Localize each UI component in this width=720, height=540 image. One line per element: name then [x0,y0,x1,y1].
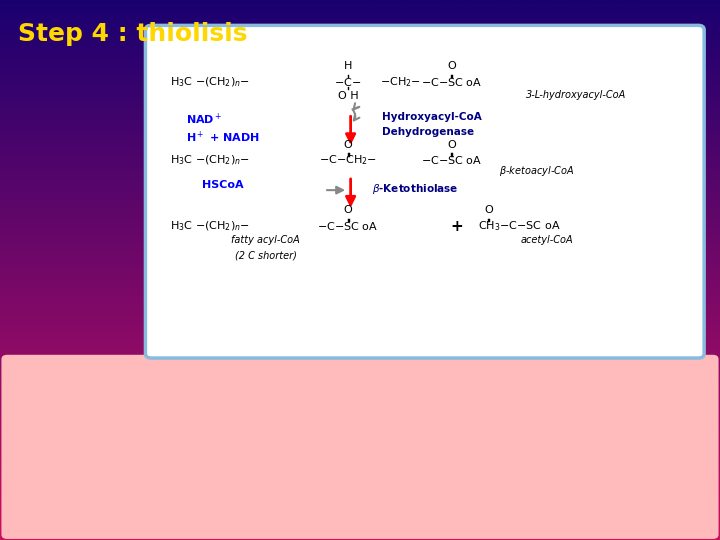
Text: H$_3$C $-$(CH$_2$)$_n$$-$: H$_3$C $-$(CH$_2$)$_n$$-$ [171,75,251,89]
Text: Step 4 : thiolisis: Step 4 : thiolisis [18,22,248,45]
Text: menggantikan cysteine thiol, menghasilkan: menggantikan cysteine thiol, menghasilka… [127,475,525,493]
Text: •: • [16,408,32,426]
Text: •: • [16,475,32,493]
Text: O H: O H [338,91,359,101]
Text: β-Ketothiolase: β-Ketothiolase [32,370,157,388]
Text: CH$_3$$-$C$-$SC oA: CH$_3$$-$C$-$SC oA [478,219,560,233]
Text: fatty acyl-CoA: fatty acyl-CoA [231,235,300,245]
Text: H$_3$C $-$(CH$_2$)$_n$$-$: H$_3$C $-$(CH$_2$)$_n$$-$ [171,219,251,233]
Text: asam lemak asil ko A: asam lemak asil ko A [323,408,507,426]
Text: Acetyl-CoA: Acetyl-CoA [32,408,127,426]
Text: terhubung dgn thio sistein mll ikatan tioester.: terhubung dgn thio sistein mll ikatan ti… [16,440,431,458]
Text: O: O [447,62,456,71]
Text: O: O [343,140,352,150]
Text: CoA: CoA [32,508,67,525]
Text: NAD$^+$: NAD$^+$ [186,112,222,127]
Text: yang: yang [507,408,556,426]
Text: +: + [450,219,463,234]
FancyBboxPatch shape [1,355,719,539]
Text: $-$C$-$SC oA: $-$C$-$SC oA [318,220,379,232]
Text: $\beta$-ketoacyl-CoA: $\beta$-ketoacyl-CoA [499,164,575,178]
Text: Hydroxyacyl-CoA: Hydroxyacyl-CoA [382,112,482,122]
Text: $-$C$-$SC oA: $-$C$-$SC oA [420,154,482,166]
Text: (yang telah berkurang 2 C).: (yang telah berkurang 2 C). [67,508,314,525]
Text: acetyl-CoA: acetyl-CoA [521,235,573,245]
Text: $-$C$-$SC oA: $-$C$-$SC oA [420,76,482,88]
FancyBboxPatch shape [145,25,704,358]
Text: H: H [343,62,352,71]
Text: fatty acyl-: fatty acyl- [525,475,613,493]
Text: O: O [343,206,352,215]
Text: H$^+$ + NADH: H$^+$ + NADH [186,129,260,145]
Text: O: O [447,140,456,150]
Text: → mengkatalisis pemecahan ikatan thioester.: → mengkatalisis pemecahan ikatan thioest… [157,370,558,388]
Text: Dehydrogenase: Dehydrogenase [382,127,474,137]
Text: $-$C$-$: $-$C$-$ [334,76,361,88]
Text: •: • [16,370,32,388]
Text: → dilepas dan tersisa: → dilepas dan tersisa [127,408,323,426]
Text: HSCoA: HSCoA [202,180,244,191]
Text: O: O [484,206,492,215]
Text: H$_3$C $-$(CH$_2$)$_n$$-$: H$_3$C $-$(CH$_2$)$_n$$-$ [171,153,251,167]
Text: (2 C shorter): (2 C shorter) [235,251,297,261]
Text: 3-L-hydroxyacyl-CoA: 3-L-hydroxyacyl-CoA [526,90,626,99]
Text: $\beta$-Ketothiolase: $\beta$-Ketothiolase [372,181,458,195]
Text: $-$C$-$CH$_2$$-$: $-$C$-$CH$_2$$-$ [319,153,377,167]
Text: $-$CH$_2$$-$: $-$CH$_2$$-$ [379,75,420,89]
Text: Tiol: Tiol [32,475,68,493]
Text: HSCoA: HSCoA [68,475,127,493]
